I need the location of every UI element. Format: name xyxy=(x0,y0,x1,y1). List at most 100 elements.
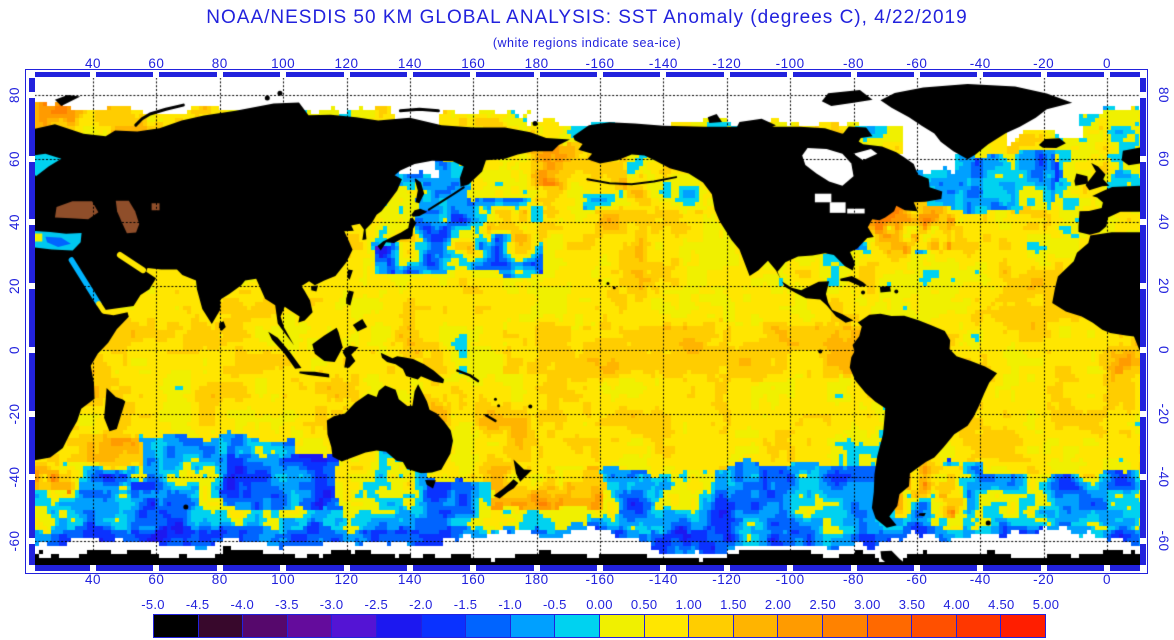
lon-tick-label: 120 xyxy=(334,56,359,71)
color-scale-cell xyxy=(331,615,376,637)
axis-tick-gap xyxy=(660,71,667,77)
lon-tick-label: -140 xyxy=(648,56,678,71)
axis-tick-gap xyxy=(1140,91,1146,98)
color-scale-label: 1.50 xyxy=(720,597,747,612)
axis-tick-gap xyxy=(1104,565,1111,571)
color-scale-cell xyxy=(911,615,956,637)
left-axis-bar xyxy=(29,78,35,565)
lon-tick-label: 180 xyxy=(524,56,549,71)
color-scale-label: -3.0 xyxy=(319,597,344,612)
right-axis-bar xyxy=(1140,78,1146,565)
lat-tick-label: 80 xyxy=(7,86,22,103)
lat-tick-label: 20 xyxy=(7,278,22,295)
axis-tick-gap xyxy=(153,565,160,571)
axis-tick-gap xyxy=(406,565,413,571)
axis-tick-gap xyxy=(406,71,413,77)
axis-tick-gap xyxy=(1140,219,1146,226)
color-scale-label: 0.00 xyxy=(586,597,613,612)
lon-tick-label: 60 xyxy=(148,56,165,71)
lon-tick-label: 160 xyxy=(461,572,486,587)
axis-tick-gap xyxy=(1140,474,1146,481)
lat-tick-label: 80 xyxy=(1156,86,1171,103)
lon-tick-label: -80 xyxy=(843,56,865,71)
color-scale-cell xyxy=(197,615,243,637)
color-scale-cell xyxy=(732,615,778,637)
axis-tick-gap xyxy=(850,71,857,77)
axis-tick-gap xyxy=(723,71,730,77)
lon-tick-label: -100 xyxy=(775,56,805,71)
color-scale-label: -4.5 xyxy=(185,597,210,612)
color-scale-label: 5.00 xyxy=(1032,597,1060,612)
top-axis-bar xyxy=(35,71,1140,77)
color-scale-label: 4.50 xyxy=(988,597,1015,612)
color-scale-label: -0.5 xyxy=(543,597,567,612)
lat-tick-label: 40 xyxy=(7,214,22,231)
lon-tick-label: -20 xyxy=(1033,572,1055,587)
lat-tick-label: 0 xyxy=(1156,345,1171,354)
axis-tick-gap xyxy=(913,565,920,571)
lon-tick-label: -100 xyxy=(775,572,805,587)
axis-tick-gap xyxy=(29,410,35,417)
color-scale-label: 1.00 xyxy=(675,597,703,612)
lon-tick-label: 0 xyxy=(1103,572,1112,587)
lon-tick-label: 0 xyxy=(1103,56,1112,71)
bottom-axis-bar xyxy=(35,565,1140,571)
lat-tick-label: 60 xyxy=(1156,150,1171,167)
axis-tick-gap xyxy=(29,283,35,290)
color-scale-label: -2.0 xyxy=(409,597,433,612)
axis-tick-gap xyxy=(89,71,96,77)
lon-tick-label: -60 xyxy=(906,572,928,587)
lat-tick-label: 20 xyxy=(1156,278,1171,295)
lon-tick-label: 180 xyxy=(524,572,549,587)
color-scale-cell xyxy=(598,615,644,637)
axis-tick-gap xyxy=(280,71,287,77)
lon-tick-label: -120 xyxy=(712,56,742,71)
color-scale-cell xyxy=(866,615,912,637)
lat-tick-label: -40 xyxy=(7,466,22,488)
lat-tick-label: -60 xyxy=(7,530,22,552)
axis-tick-gap xyxy=(280,565,287,571)
axis-tick-gap xyxy=(1140,538,1146,545)
lat-tick-label: -60 xyxy=(1156,530,1171,552)
color-scale-label: 2.50 xyxy=(809,597,836,612)
axis-tick-gap xyxy=(343,71,350,77)
lon-tick-label: 160 xyxy=(461,56,486,71)
color-scale-cell xyxy=(777,615,822,637)
lon-tick-label: -160 xyxy=(585,572,615,587)
axis-tick-gap xyxy=(470,71,477,77)
lat-tick-label: -20 xyxy=(7,403,22,425)
color-scale-cell xyxy=(509,615,555,637)
axis-tick-gap xyxy=(1040,71,1047,77)
lon-tick-label: -40 xyxy=(969,572,991,587)
axis-tick-gap xyxy=(343,565,350,571)
color-scale-label: -2.5 xyxy=(364,597,389,612)
color-scale-label: 3.50 xyxy=(898,597,926,612)
axis-tick-gap xyxy=(850,565,857,571)
axis-tick-gap xyxy=(1140,410,1146,417)
axis-tick-gap xyxy=(723,565,730,571)
axis-tick-gap xyxy=(533,71,540,77)
color-scale-label: 0.50 xyxy=(630,597,658,612)
axis-tick-gap xyxy=(470,565,477,571)
axis-tick-gap xyxy=(1140,283,1146,290)
color-scale-cell xyxy=(643,615,689,637)
axis-tick-gap xyxy=(787,71,794,77)
axis-tick-gap xyxy=(1140,155,1146,162)
axis-tick-gap xyxy=(977,565,984,571)
color-scale-cell xyxy=(1000,615,1045,637)
axis-tick-gap xyxy=(29,219,35,226)
axis-tick-gap xyxy=(1140,346,1146,353)
lon-tick-label: 40 xyxy=(84,56,101,71)
color-scale-cell xyxy=(688,615,733,637)
map-outer-frame xyxy=(25,69,1148,574)
color-scale-label: -4.0 xyxy=(230,597,255,612)
axis-tick-gap xyxy=(29,346,35,353)
lon-tick-label: 80 xyxy=(211,572,228,587)
lon-tick-label: -20 xyxy=(1033,56,1055,71)
axis-tick-gap xyxy=(89,565,96,571)
color-scale-cell xyxy=(554,615,599,637)
lon-tick-label: -80 xyxy=(843,572,865,587)
lon-tick-label: 140 xyxy=(397,572,422,587)
color-scale-cell xyxy=(420,615,466,637)
